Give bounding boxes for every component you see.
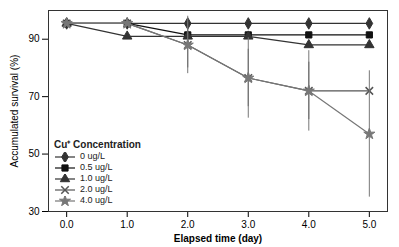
html-text:Cu⁺ Concentration: Cu⁺ Concentration — [54, 139, 141, 150]
svg-text:70: 70 — [28, 91, 40, 102]
svg-text:5.0: 5.0 — [362, 219, 376, 230]
html-text:4.0 ug/L: 4.0 ug/L — [80, 195, 113, 205]
svg-text:50: 50 — [28, 148, 40, 159]
html-text:1.0 ug/L: 1.0 ug/L — [80, 173, 113, 183]
svg-text:1.0: 1.0 — [120, 219, 134, 230]
svg-text:Elapsed time (day): Elapsed time (day) — [174, 233, 262, 244]
svg-text:90: 90 — [28, 33, 40, 44]
svg-text:2.0: 2.0 — [181, 219, 195, 230]
svg-text:4.0: 4.0 — [302, 219, 316, 230]
svg-text:3.0: 3.0 — [241, 219, 255, 230]
html-text:0 ug/L: 0 ug/L — [80, 151, 105, 161]
html-text:0.5 ug/L: 0.5 ug/L — [80, 162, 113, 172]
svg-text:0.0: 0.0 — [60, 219, 74, 230]
svg-text:30: 30 — [28, 206, 40, 217]
html-text:2.0 ug/L: 2.0 ug/L — [80, 184, 113, 194]
svg-text:Accumulated survival (%): Accumulated survival (%) — [9, 55, 20, 168]
